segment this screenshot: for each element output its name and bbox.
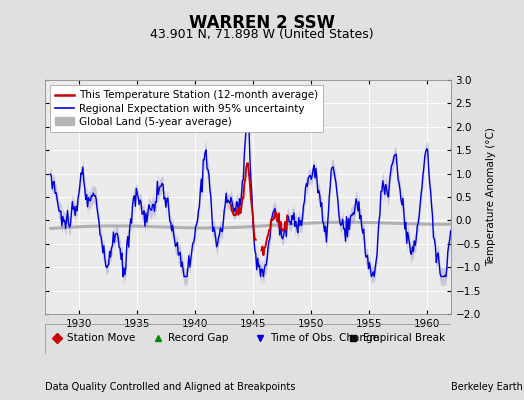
Text: Berkeley Earth: Berkeley Earth [451, 382, 522, 392]
Y-axis label: Temperature Anomaly (°C): Temperature Anomaly (°C) [486, 128, 496, 266]
Text: Data Quality Controlled and Aligned at Breakpoints: Data Quality Controlled and Aligned at B… [45, 382, 295, 392]
Text: Empirical Break: Empirical Break [363, 334, 445, 343]
Legend: This Temperature Station (12-month average), Regional Expectation with 95% uncer: This Temperature Station (12-month avera… [50, 85, 323, 132]
Text: 43.901 N, 71.898 W (United States): 43.901 N, 71.898 W (United States) [150, 28, 374, 41]
Text: WARREN 2 SSW: WARREN 2 SSW [189, 14, 335, 32]
Text: Station Move: Station Move [67, 334, 135, 343]
Text: Time of Obs. Change: Time of Obs. Change [270, 334, 379, 343]
Text: Record Gap: Record Gap [168, 334, 229, 343]
